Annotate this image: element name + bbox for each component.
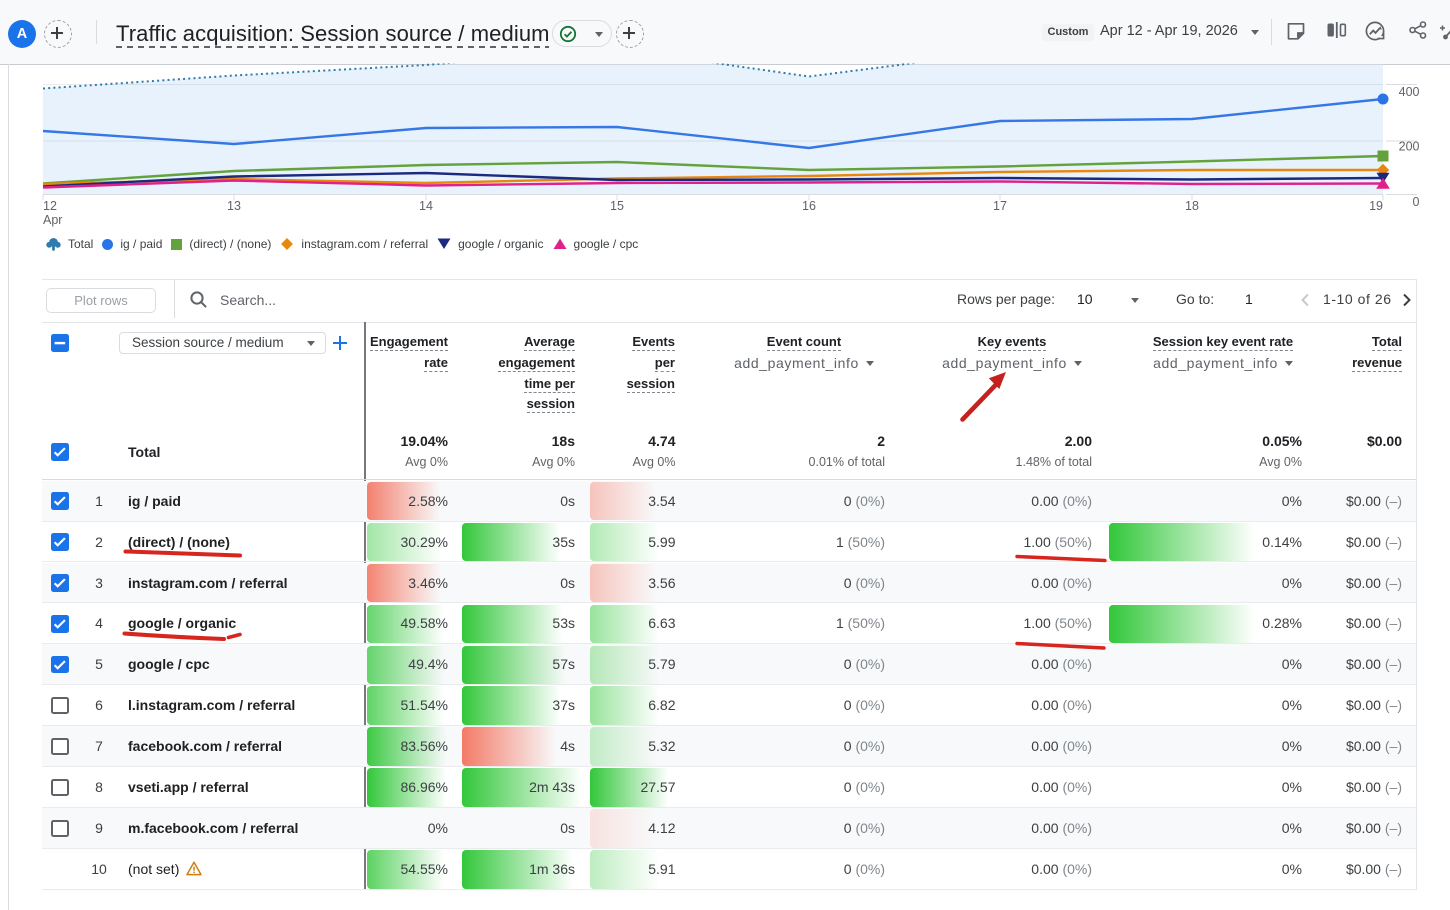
svg-text:0: 0: [1413, 195, 1420, 209]
svg-text:15: 15: [610, 199, 624, 213]
svg-text:Apr: Apr: [43, 213, 62, 227]
svg-text:17: 17: [993, 199, 1007, 213]
svg-text:16: 16: [802, 199, 816, 213]
svg-text:14: 14: [419, 199, 433, 213]
svg-text:13: 13: [227, 199, 241, 213]
svg-text:200: 200: [1399, 140, 1420, 154]
svg-text:19: 19: [1369, 199, 1383, 213]
svg-text:12: 12: [43, 199, 57, 213]
svg-text:18: 18: [1185, 199, 1199, 213]
svg-text:400: 400: [1399, 85, 1420, 99]
